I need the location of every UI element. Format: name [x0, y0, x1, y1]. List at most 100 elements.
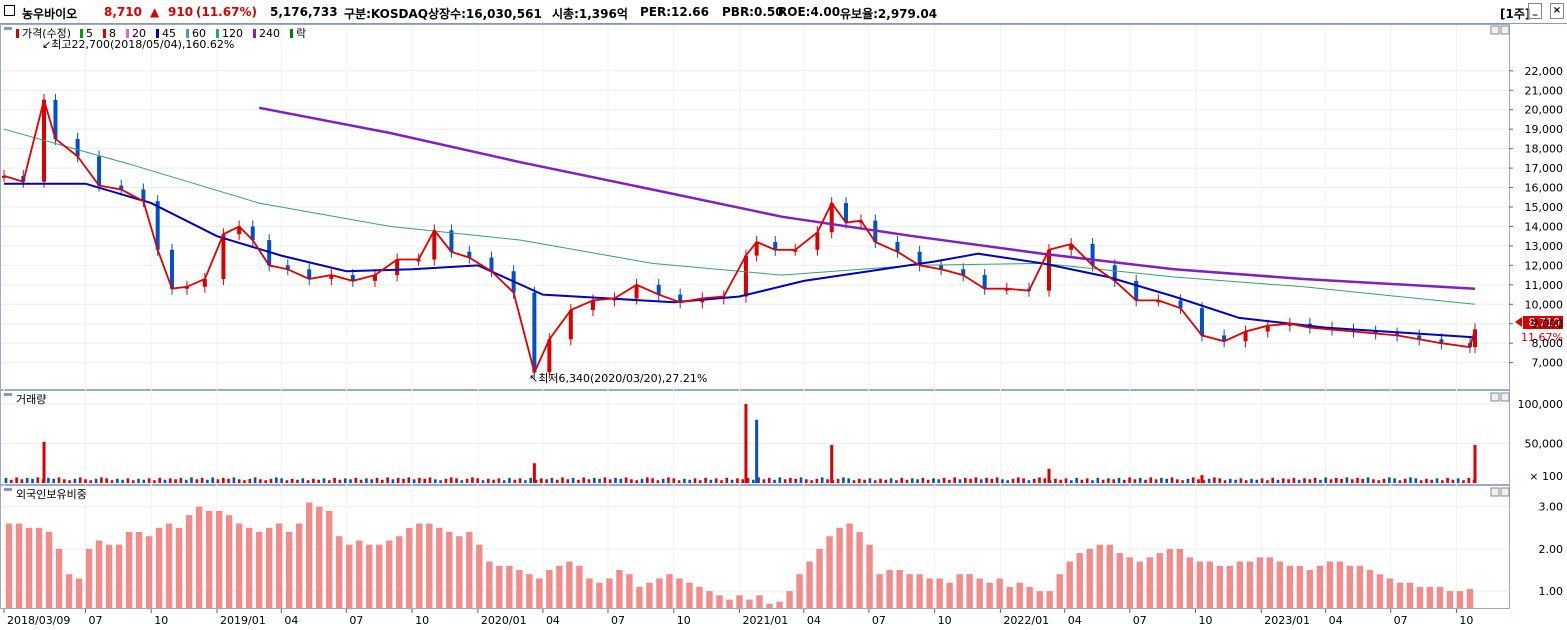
volume-bar — [656, 480, 660, 483]
foreign-ratio-bar — [1346, 565, 1354, 608]
stock-select-checkbox[interactable] — [4, 5, 15, 16]
volume-bar — [25, 477, 29, 483]
foreign-ratio-bar — [175, 527, 183, 608]
x-tick-label: 04 — [546, 614, 560, 627]
volume-bar — [190, 477, 193, 483]
volume-bar — [1282, 478, 1285, 483]
candle-body — [1473, 329, 1477, 348]
volume-bar — [338, 479, 342, 483]
volume-bar — [206, 479, 209, 483]
volume-bar — [741, 479, 744, 483]
legend-ma-swatch — [186, 29, 189, 38]
volume-bar — [873, 480, 877, 483]
x-tick-label: 2022/01 — [1003, 614, 1049, 627]
foreign-ratio-bar — [1096, 544, 1103, 608]
candle-body — [743, 255, 748, 297]
volume-bar — [847, 478, 850, 483]
volume-bar — [513, 479, 517, 483]
candle-body — [202, 278, 207, 287]
foreign-ratio-bar — [1116, 553, 1123, 608]
foreign-ratio-bar — [456, 536, 463, 608]
volume-bar — [1202, 480, 1206, 483]
legend-ma-label: 120 — [222, 27, 243, 40]
volume-bar — [1080, 479, 1084, 483]
foreign-panel-title: 외국인보유비중 — [16, 488, 87, 501]
volume-bar — [683, 478, 686, 483]
volume-bar — [105, 478, 108, 483]
foreign-ratio-bar — [1306, 570, 1314, 608]
volume-bar — [1075, 477, 1078, 483]
volume-bar — [412, 479, 416, 483]
volume-bar — [1207, 478, 1211, 483]
price-y-tick-label: 13,000 — [1525, 240, 1564, 253]
volume-bar — [1006, 480, 1009, 483]
foreign-ratio-bar — [846, 523, 853, 608]
panel-menu-icon[interactable] — [4, 393, 12, 396]
volume-bar — [1377, 480, 1380, 483]
price-y-tick-label: 22,000 — [1525, 65, 1564, 78]
volume-bar — [900, 477, 903, 483]
candle-body — [532, 292, 537, 373]
legend-ma-label: 240 — [259, 27, 280, 40]
volume-bar — [94, 478, 98, 483]
foreign-ratio-bar — [1136, 561, 1143, 608]
period-button[interactable]: [1주] — [1500, 7, 1531, 21]
volume-bar — [842, 477, 845, 483]
volume-bar — [868, 478, 872, 483]
panel-close-icon[interactable] — [1500, 392, 1510, 402]
volume-bar — [290, 478, 294, 483]
foreign-ratio-bar — [586, 578, 593, 608]
panel-minimize-icon[interactable] — [1490, 25, 1500, 35]
volume-bar — [1250, 478, 1253, 483]
foreign-ratio-bar — [776, 601, 783, 608]
volume-bar — [1101, 479, 1105, 483]
volume-spike-bar — [42, 441, 46, 483]
volume-bar — [540, 478, 543, 483]
foreign-ratio-bar — [436, 527, 443, 608]
volume-spike-bar — [1200, 475, 1204, 483]
low-annotation: ↖최저6,340(2020/03/20),27.21% — [529, 372, 707, 385]
volume-bar — [640, 478, 644, 483]
foreign-ratio-bar — [336, 536, 343, 608]
panel-menu-icon[interactable] — [4, 488, 12, 491]
panel-minimize-icon[interactable] — [1490, 392, 1500, 402]
volume-bar — [169, 478, 172, 483]
candle-body — [53, 99, 58, 139]
foreign-ratio-bar — [165, 523, 173, 608]
panel-minimize-icon[interactable] — [1490, 487, 1500, 497]
foreign-ratio-bar — [956, 574, 963, 608]
foreign-ratio-bar — [836, 527, 843, 608]
foreign-ratio-bar — [145, 536, 153, 608]
price-y-tick-label: 18,000 — [1525, 143, 1564, 156]
foreign-ratio-bar — [1426, 586, 1434, 608]
volume-bar — [587, 479, 591, 483]
candle-body — [467, 251, 472, 258]
minimize-button[interactable]: _ — [1528, 3, 1542, 19]
price-panel-buttons — [1490, 25, 1510, 497]
market-type: 구분:KOSDAQ — [344, 7, 428, 21]
high-annotation: ↙최고22,700(2018/05/04),160.62% — [42, 38, 234, 51]
foreign-ratio-bar — [556, 565, 563, 608]
volume-bar — [1091, 480, 1094, 483]
legend-ma-swatch — [80, 29, 83, 38]
volume-bar — [550, 477, 554, 483]
foreign-ratio-bar — [786, 591, 793, 608]
foreign-ratio-bar — [1046, 591, 1053, 608]
panel-close-icon[interactable] — [1500, 25, 1510, 35]
price-y-tick-label: 19,000 — [1525, 123, 1564, 136]
volume-spike-bar — [1047, 468, 1051, 483]
foreign-ratio-bar — [896, 570, 903, 608]
volume-bar — [661, 478, 665, 483]
candle-body — [2, 175, 6, 178]
candle-body — [285, 265, 290, 270]
close-button[interactable]: × — [1550, 3, 1564, 19]
volume-bar — [4, 477, 8, 483]
volume-bar — [211, 477, 214, 483]
panel-close-icon[interactable] — [1500, 487, 1510, 497]
foreign-ratio-bar — [536, 578, 543, 608]
volume-bar — [428, 477, 432, 483]
panel-menu-icon[interactable] — [4, 27, 12, 30]
volume-bar — [995, 477, 999, 483]
stock-name[interactable]: 농우바이오 — [22, 7, 78, 21]
legend-fall-label: 락 — [296, 27, 306, 40]
